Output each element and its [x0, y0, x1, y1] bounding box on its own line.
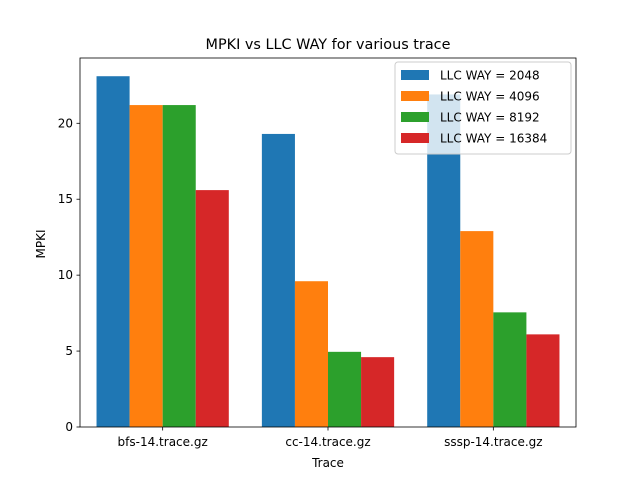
bar	[460, 231, 494, 427]
bar	[328, 351, 362, 427]
legend-label: LLC WAY = 4096	[440, 90, 540, 104]
legend: LLC WAY = 2048 LLC WAY = 4096 LLC WAY = 81…	[394, 61, 572, 155]
legend-box	[394, 61, 572, 155]
y-tick-label: 0	[65, 420, 73, 434]
y-tick-label: 15	[58, 192, 73, 206]
x-tick-label: sssp-14.trace.gz	[444, 435, 543, 449]
bar	[96, 76, 130, 427]
legend-label: LLC WAY = 2048	[440, 69, 540, 83]
y-tick-label: 10	[58, 268, 73, 282]
bar	[162, 105, 196, 427]
y-tick-label: 20	[58, 116, 73, 130]
legend-swatch	[401, 133, 429, 143]
bar	[261, 133, 295, 427]
x-tick-label: bfs-14.trace.gz	[118, 435, 208, 449]
bar	[129, 105, 163, 427]
bar	[195, 190, 229, 427]
legend-label: LLC WAY = 8192	[440, 111, 540, 125]
y-axis-label: MPKI	[34, 230, 48, 259]
x-tick-label: cc-14.trace.gz	[285, 435, 370, 449]
y-tick-label: 5	[65, 344, 73, 358]
bar	[526, 334, 560, 427]
bar	[361, 357, 395, 427]
chart-title: MPKI vs LLC WAY for various trace	[206, 37, 451, 53]
x-axis-label: Trace	[311, 456, 344, 470]
legend-label: LLC WAY = 16384	[440, 132, 547, 146]
bar	[294, 281, 328, 427]
legend-swatch	[401, 112, 429, 122]
bar	[493, 312, 527, 427]
legend-swatch	[401, 91, 429, 101]
legend-swatch	[401, 70, 429, 80]
